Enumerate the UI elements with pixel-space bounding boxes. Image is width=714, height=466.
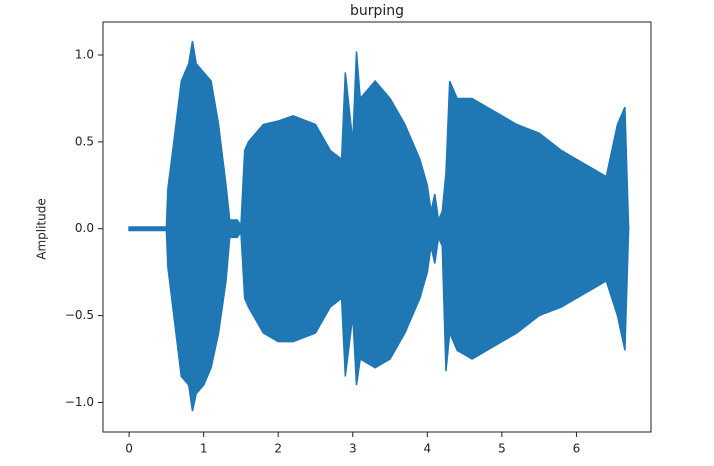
x-tick-label: 4 (424, 442, 432, 456)
x-tick-label: 1 (200, 442, 208, 456)
y-tick-label: −1.0 (65, 395, 94, 409)
y-tick-label: 0.0 (75, 221, 94, 235)
y-tick-label: 0.5 (75, 134, 94, 148)
plot-frame (102, 21, 652, 433)
waveform-envelope (128, 40, 630, 230)
y-tick-label: 1.0 (75, 48, 94, 62)
y-axis-label: Amplitude (35, 198, 49, 260)
x-tick-label: 2 (274, 442, 282, 456)
x-tick-label: 5 (498, 442, 506, 456)
chart-title: burping (350, 3, 404, 19)
x-tick-label: 3 (349, 442, 357, 456)
x-tick-label: 0 (125, 442, 133, 456)
waveform-envelope (128, 227, 630, 412)
y-tick-label: −0.5 (65, 308, 94, 322)
x-tick-label: 6 (573, 442, 581, 456)
